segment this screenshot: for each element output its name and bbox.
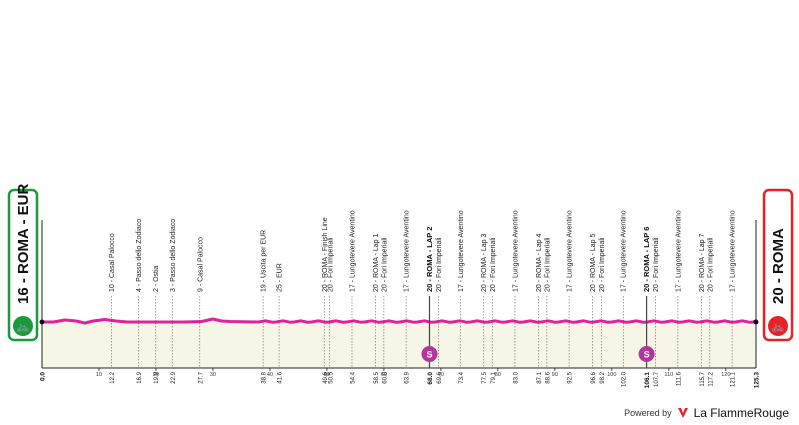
brand-name: La FlammeRouge xyxy=(693,406,789,420)
waypoint-label: 20 - ROMA - Lap 7 xyxy=(699,234,706,292)
waypoint-km: 102.0 xyxy=(622,371,628,387)
waypoint-km: 22.9 xyxy=(171,371,177,383)
waypoint-label: 20 - ROMA - Lap 1 xyxy=(373,234,380,292)
waypoint-label: 20 - Fori Imperiali xyxy=(327,237,334,292)
waypoint-label: 20 - Fori Imperiali xyxy=(653,237,660,292)
waypoint-label: 20 - Fori Imperiali xyxy=(490,237,497,292)
finish-bike-badge xyxy=(768,316,788,336)
waypoint-km: 79.1 xyxy=(491,371,497,383)
waypoint-km: 12.2 xyxy=(110,371,116,383)
waypoint-km: 38.8 xyxy=(262,371,268,383)
waypoint-label: 20 - ROMA - Finish Line xyxy=(322,217,329,292)
finish-km: 125.3 xyxy=(754,372,761,389)
waypoint-label: 17 - Lungotevere Aventino xyxy=(567,210,574,292)
waypoint-label: 20 - ROMA - LAP 6 xyxy=(642,227,651,292)
waypoint-label: 17 - Lungotevere Aventino xyxy=(349,210,356,292)
waypoint-km: 49.6 xyxy=(323,371,329,383)
waypoint-km: 54.4 xyxy=(350,371,356,383)
waypoint-km: 77.5 xyxy=(482,371,488,383)
waypoint-label: 17 - Lungotevere Aventino xyxy=(621,210,628,292)
waypoint-km: 117.2 xyxy=(708,371,714,386)
waypoint-km: 60.0 xyxy=(382,371,388,383)
sprint-icon: S xyxy=(426,350,432,360)
waypoint-label: 20 - ROMA - Lap 4 xyxy=(536,234,543,292)
waypoint-label: 25 - EUR xyxy=(277,263,284,292)
profile-area xyxy=(42,319,756,368)
profile-line xyxy=(42,317,758,325)
waypoint-km: 111.6 xyxy=(676,371,682,386)
waypoint-km: 98.2 xyxy=(600,371,606,383)
axis-tick-label: 30 xyxy=(210,372,216,378)
axis-tick-label: 50 xyxy=(324,372,330,378)
waypoint-label: 2 - Ostia xyxy=(153,265,160,292)
waypoint-label: 19 - Uscita per EUR xyxy=(261,230,268,292)
waypoint-km: 68.0 xyxy=(427,372,434,385)
waypoint-label: 20 - ROMA - Lap 5 xyxy=(590,234,597,292)
waypoint-km: 106.1 xyxy=(644,372,651,389)
flamme-rouge-logo-icon xyxy=(677,408,688,418)
waypoint-label: 17 - Lungotevere Aventino xyxy=(675,210,682,292)
waypoint-km: 19.9 xyxy=(154,371,160,383)
waypoint-label: 20 - ROMA - Lap 3 xyxy=(481,234,488,292)
waypoint-label: 20 - Fori Imperiali xyxy=(707,237,714,292)
start-bike-badge xyxy=(13,316,33,336)
axis-tick-label: 100 xyxy=(607,372,616,378)
waypoint-km: 16.9 xyxy=(137,371,143,383)
waypoint-km: 73.4 xyxy=(459,371,465,383)
waypoint-label: 20 - ROMA - LAP 2 xyxy=(425,227,434,292)
waypoint-label: 4 - Passo dello Zodiaco xyxy=(136,219,143,292)
waypoint-label: 10 - Casal Palocco xyxy=(109,233,116,292)
start-label: 16 - ROMA - EUR xyxy=(15,184,32,304)
waypoint-km: 92.5 xyxy=(568,371,574,383)
sprint-badge xyxy=(421,346,438,362)
waypoint-label: 17 - Lungotevere Aventino xyxy=(404,210,411,292)
axis-tick-label: 40 xyxy=(267,372,273,378)
waypoint-km: 27.7 xyxy=(198,371,204,383)
axis-tick-label: 120 xyxy=(721,372,730,378)
finish-box xyxy=(762,188,794,342)
sprint-icon: S xyxy=(644,350,650,360)
waypoint-label: 17 - Lungotevere Aventino xyxy=(512,210,519,292)
waypoint-km: 83.0 xyxy=(513,371,519,383)
powered-by-text: Powered by xyxy=(624,408,672,418)
waypoint-label: 17 - Lungotevere Aventino xyxy=(730,210,737,292)
waypoint-km: 69.6 xyxy=(437,371,443,383)
waypoint-km: 115.7 xyxy=(700,371,706,386)
axis-tick-label: 110 xyxy=(664,372,673,378)
finish-bike-icon: 🚲 xyxy=(771,320,785,333)
waypoint-km: 121.1 xyxy=(731,371,737,387)
axis-tick-label: 60 xyxy=(381,372,387,378)
waypoint-km: 41.6 xyxy=(278,371,284,383)
waypoint-label: 17 - Lungotevere Aventino xyxy=(458,210,465,292)
waypoint-km: 50.5 xyxy=(328,371,334,383)
waypoint-label: 20 - Fori Imperiali xyxy=(381,237,388,292)
waypoint-label: 9 - Casal Palocco xyxy=(197,237,204,292)
axis-tick-label: 20 xyxy=(153,372,159,378)
waypoint-km: 96.6 xyxy=(591,371,597,383)
waypoint-label: 20 - Fori Imperiali xyxy=(599,237,606,292)
start-dot xyxy=(39,319,45,325)
waypoint-label: 3 - Passo dello Zodiaco xyxy=(170,219,177,292)
axis-tick-label: 10 xyxy=(96,372,102,378)
axis-tick-label: 90 xyxy=(552,372,558,378)
waypoint-km: 88.6 xyxy=(545,371,551,383)
sprint-badge xyxy=(638,346,655,362)
footer: Powered by La FlammeRouge xyxy=(624,406,789,420)
axis-tick-label: 80 xyxy=(495,372,501,378)
waypoint-km: 58.5 xyxy=(374,371,380,383)
waypoint-km: 63.9 xyxy=(405,371,411,383)
waypoint-km: 87.1 xyxy=(537,371,543,383)
waypoint-label: 20 - Fori Imperiali xyxy=(436,237,443,292)
axis-tick-label: 70 xyxy=(438,372,444,378)
finish-label: 20 - ROMA xyxy=(770,228,787,304)
waypoint-km: 107.7 xyxy=(654,371,660,387)
waypoint-label: 20 - Fori Imperiali xyxy=(544,237,551,292)
start-box xyxy=(7,188,39,342)
start-km: 0.0 xyxy=(40,372,47,381)
finish-dot xyxy=(753,319,759,325)
start-bike-icon: 🚲 xyxy=(16,320,30,333)
